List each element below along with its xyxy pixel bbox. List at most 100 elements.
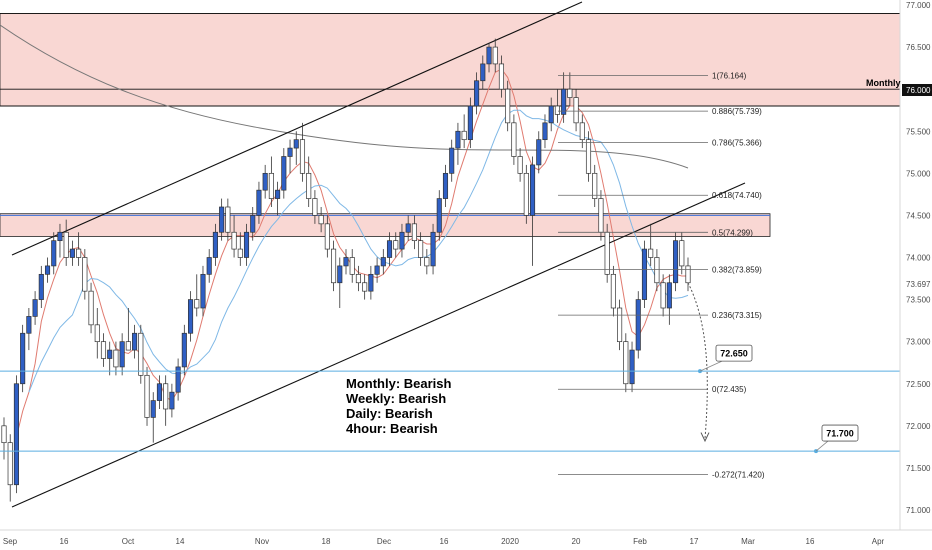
time-tick-label: 17: [690, 537, 699, 546]
candle: [654, 249, 660, 292]
fib-level-label: 0.886(75.739): [712, 107, 762, 116]
candle-body: [374, 265, 380, 275]
candle-body: [76, 248, 82, 258]
candle: [666, 274, 672, 325]
candle-body: [138, 332, 144, 376]
candle-body: [144, 374, 150, 418]
candle-body: [113, 349, 119, 368]
candle-body: [548, 105, 554, 124]
candle: [492, 38, 498, 73]
candle-body: [312, 198, 318, 216]
candle-body: [679, 240, 685, 267]
candle-body: [187, 299, 194, 334]
candle-body: [567, 88, 573, 98]
candle-body: [243, 231, 250, 258]
candle: [219, 198, 225, 241]
time-axis[interactable]: Sep 16 Oct 14 Nov 18 Dec 16 2020 20 Feb 17 Mar 16 Apr: [0, 529, 932, 546]
candle-body: [654, 257, 660, 284]
candle-body: [592, 172, 598, 199]
candle: [175, 358, 181, 401]
candle-body: [20, 332, 26, 385]
candle: [455, 122, 461, 165]
candle-body: [268, 172, 274, 199]
target-callout-label: 72.650: [720, 349, 748, 359]
candle-body: [125, 341, 131, 351]
candle: [617, 299, 623, 351]
candle: [312, 190, 318, 224]
candle: [349, 249, 355, 283]
candle-body: [163, 383, 169, 410]
candle-body: [44, 265, 51, 275]
candle: [88, 282, 94, 334]
candle-body: [579, 122, 585, 141]
candle: [287, 139, 293, 174]
candle-body: [362, 282, 368, 292]
time-tick-label: Apr: [872, 537, 885, 546]
candle: [536, 131, 542, 174]
monthly-label: Monthly: [866, 78, 901, 88]
candle: [660, 274, 666, 317]
candle: [355, 265, 361, 292]
price-tick-label: 75.000: [906, 169, 931, 178]
candle-body: [660, 282, 666, 309]
candle: [641, 240, 648, 308]
monthly-level-marker: Monthly 76.000: [866, 78, 932, 96]
horizontal-levels: [0, 12, 900, 216]
candle-body: [169, 391, 175, 410]
candle-body: [517, 156, 523, 174]
candle-body: [250, 215, 256, 233]
candle-body: [629, 349, 635, 385]
candle: [362, 274, 368, 300]
time-tick-label: Sep: [3, 537, 18, 546]
candle-body: [26, 316, 32, 334]
candle-body: [585, 139, 592, 174]
fib-level-label: 0.5(74.299): [712, 228, 753, 237]
candle: [368, 265, 374, 300]
time-tick-label: Mar: [741, 537, 755, 546]
candle-body: [604, 231, 610, 275]
candle-body: [480, 63, 486, 82]
candle-body: [331, 248, 337, 284]
candle-body: [156, 383, 163, 401]
candle-body: [617, 307, 623, 343]
candle: [436, 190, 442, 241]
price-axis[interactable]: 77.000 76.500 76.000 75.500 75.000 74.500 74.0…: [899, 0, 931, 530]
candle: [561, 72, 567, 123]
candle: [517, 148, 523, 182]
candle-body: [542, 122, 548, 141]
bias-line: Daily: Bearish: [346, 406, 433, 421]
price-tick-label: 74.500: [906, 211, 931, 220]
target-callout-label: 71.700: [826, 429, 854, 439]
candle: [685, 257, 691, 292]
candle: [69, 240, 75, 266]
candle-body: [430, 231, 436, 267]
candle-body: [529, 164, 536, 216]
candle: [138, 324, 144, 384]
candle-body: [343, 257, 349, 267]
candle: [150, 392, 156, 443]
candle: [100, 333, 107, 367]
ma-slow-line: [0, 24, 689, 169]
candle: [511, 114, 517, 165]
time-tick-label: 16: [60, 537, 69, 546]
candle: [418, 232, 424, 266]
candle: [231, 215, 237, 258]
candle: [262, 164, 268, 199]
candle: [673, 232, 679, 292]
candle-body: [666, 282, 672, 309]
candle: [467, 97, 473, 149]
candle-body: [498, 63, 505, 90]
candle: [225, 198, 231, 241]
candle-body: [474, 80, 480, 107]
projection-arrow: [687, 282, 710, 443]
candle: [380, 249, 386, 275]
candle: [26, 308, 32, 351]
candle: [107, 341, 113, 376]
time-tick-label: 16: [440, 537, 449, 546]
price-tick-label: 72.000: [906, 422, 931, 431]
candle-body: [206, 257, 212, 275]
candle: [243, 223, 250, 266]
price-tick-label: 71.000: [906, 506, 931, 515]
candle: [1, 417, 7, 460]
